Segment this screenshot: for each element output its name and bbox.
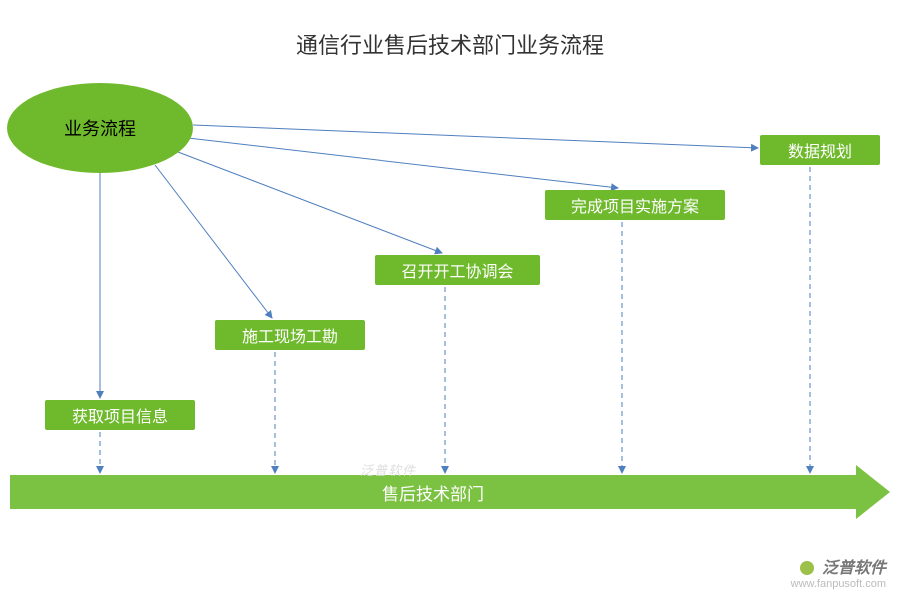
watermark-logo-icon: [800, 561, 814, 575]
flow-node: 获取项目信息: [45, 400, 195, 430]
flow-node-label: 施工现场工勘: [242, 323, 338, 347]
watermark-corner: 泛普软件 www.fanpusoft.com: [791, 560, 886, 590]
flow-node-label: 召开开工协调会: [401, 258, 513, 282]
flow-node: 完成项目实施方案: [545, 190, 725, 220]
flow-node: 施工现场工勘: [215, 320, 365, 350]
bottom-arrow-label: 售后技术部门: [10, 475, 856, 509]
flow-node-label: 获取项目信息: [72, 403, 168, 427]
flow-node: 数据规划: [760, 135, 880, 165]
watermark-brand: 泛普软件: [822, 560, 886, 577]
flow-node: 召开开工协调会: [375, 255, 540, 285]
watermark-center: 泛普软件: [360, 460, 416, 479]
flow-node-label: 数据规划: [788, 138, 852, 162]
watermark-url: www.fanpusoft.com: [791, 578, 886, 590]
root-label: 业务流程: [64, 115, 136, 141]
root-ellipse: 业务流程: [7, 83, 193, 173]
flow-node-label: 完成项目实施方案: [571, 193, 699, 217]
diagram-title: 通信行业售后技术部门业务流程: [0, 28, 900, 60]
